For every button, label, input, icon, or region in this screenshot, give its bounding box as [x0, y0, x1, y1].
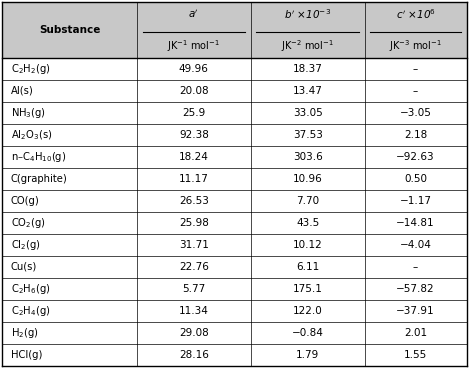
Text: 11.34: 11.34 — [179, 306, 209, 316]
Text: −0.84: −0.84 — [292, 328, 324, 338]
Text: $c'$ ×10$^{6}$: $c'$ ×10$^{6}$ — [396, 7, 436, 21]
Text: 2.18: 2.18 — [404, 130, 427, 140]
Text: C(graphite): C(graphite) — [11, 174, 68, 184]
Text: 6.11: 6.11 — [296, 262, 319, 272]
Text: 175.1: 175.1 — [293, 284, 323, 294]
Text: 0.50: 0.50 — [404, 174, 427, 184]
Text: –: – — [413, 262, 418, 272]
Text: CO(g): CO(g) — [11, 196, 39, 206]
Text: Substance: Substance — [39, 25, 100, 35]
Text: 92.38: 92.38 — [179, 130, 209, 140]
Text: 31.71: 31.71 — [179, 240, 209, 250]
Text: Al$_2$O$_3$(s): Al$_2$O$_3$(s) — [11, 128, 52, 142]
Text: 18.37: 18.37 — [293, 64, 323, 74]
Text: 5.77: 5.77 — [182, 284, 205, 294]
Text: −92.63: −92.63 — [396, 152, 435, 162]
Text: −37.91: −37.91 — [396, 306, 435, 316]
Text: C$_2$H$_6$(g): C$_2$H$_6$(g) — [11, 282, 50, 296]
Text: −3.05: −3.05 — [400, 108, 431, 118]
Text: C$_2$H$_4$(g): C$_2$H$_4$(g) — [11, 304, 50, 318]
Bar — [2, 2, 467, 58]
Text: 1.79: 1.79 — [296, 350, 319, 360]
Text: −1.17: −1.17 — [400, 196, 431, 206]
Text: 25.98: 25.98 — [179, 218, 209, 228]
Text: 303.6: 303.6 — [293, 152, 323, 162]
Text: –: – — [413, 86, 418, 96]
Text: NH$_3$(g): NH$_3$(g) — [11, 106, 45, 120]
Text: 28.16: 28.16 — [179, 350, 209, 360]
Text: 1.55: 1.55 — [404, 350, 427, 360]
Text: 20.08: 20.08 — [179, 86, 209, 96]
Text: Cl$_2$(g): Cl$_2$(g) — [11, 238, 41, 252]
Text: Cu(s): Cu(s) — [11, 262, 37, 272]
Text: 49.96: 49.96 — [179, 64, 209, 74]
Text: 33.05: 33.05 — [293, 108, 323, 118]
Text: JK$^{-1}$ mol$^{-1}$: JK$^{-1}$ mol$^{-1}$ — [167, 38, 220, 53]
Text: −14.81: −14.81 — [396, 218, 435, 228]
Text: 122.0: 122.0 — [293, 306, 323, 316]
Text: 18.24: 18.24 — [179, 152, 209, 162]
Text: 22.76: 22.76 — [179, 262, 209, 272]
Text: 2.01: 2.01 — [404, 328, 427, 338]
Text: 10.12: 10.12 — [293, 240, 323, 250]
Text: −57.82: −57.82 — [396, 284, 435, 294]
Text: 29.08: 29.08 — [179, 328, 209, 338]
Text: HCl(g): HCl(g) — [11, 350, 42, 360]
Text: 13.47: 13.47 — [293, 86, 323, 96]
Text: 7.70: 7.70 — [296, 196, 319, 206]
Text: 11.17: 11.17 — [179, 174, 209, 184]
Text: C$_2$H$_2$(g): C$_2$H$_2$(g) — [11, 62, 50, 76]
Text: 43.5: 43.5 — [296, 218, 319, 228]
Text: JK$^{-2}$ mol$^{-1}$: JK$^{-2}$ mol$^{-1}$ — [281, 38, 334, 53]
Text: Al(s): Al(s) — [11, 86, 33, 96]
Text: $a'$: $a'$ — [189, 8, 199, 20]
Text: n–C$_4$H$_{10}$(g): n–C$_4$H$_{10}$(g) — [11, 150, 66, 164]
Text: −4.04: −4.04 — [400, 240, 431, 250]
Text: $b'$ ×10$^{-3}$: $b'$ ×10$^{-3}$ — [284, 7, 331, 21]
Text: JK$^{-3}$ mol$^{-1}$: JK$^{-3}$ mol$^{-1}$ — [389, 38, 442, 53]
Text: 37.53: 37.53 — [293, 130, 323, 140]
Text: 26.53: 26.53 — [179, 196, 209, 206]
Text: 25.9: 25.9 — [182, 108, 205, 118]
Text: –: – — [413, 64, 418, 74]
Text: CO$_2$(g): CO$_2$(g) — [11, 216, 46, 230]
Text: H$_2$(g): H$_2$(g) — [11, 326, 38, 340]
Text: 10.96: 10.96 — [293, 174, 323, 184]
